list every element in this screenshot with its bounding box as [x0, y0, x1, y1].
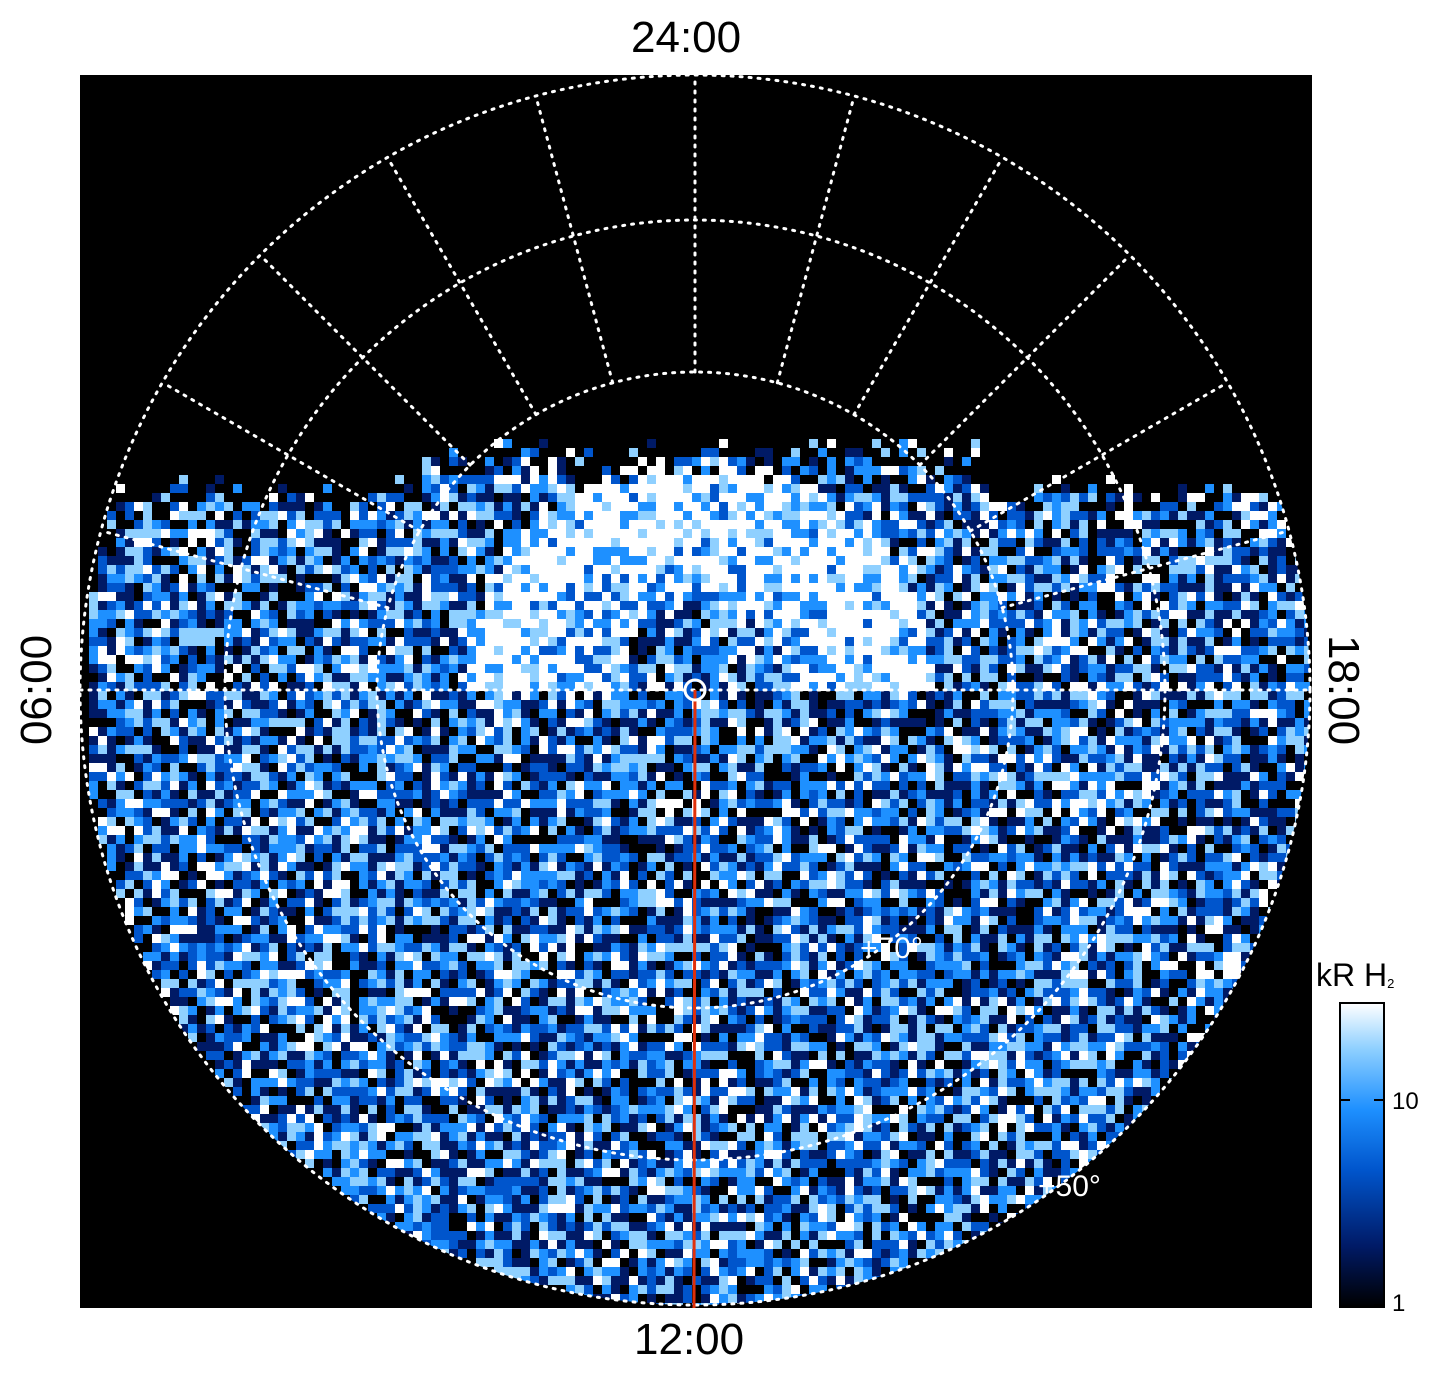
- colorbar-title: kR H2: [1316, 957, 1395, 993]
- noon-meridian-line: [692, 689, 697, 1309]
- label-local-time-top: 24:00: [631, 13, 742, 62]
- colorbar-tick-1: 1: [1392, 1290, 1406, 1317]
- colorbar-tick-10: 10: [1392, 1088, 1419, 1115]
- latitude-label-50: +50°: [1038, 1170, 1101, 1203]
- pole-marker: [683, 678, 707, 702]
- colorbar: [1339, 1002, 1385, 1308]
- colorbar-gradient: [1339, 1002, 1385, 1308]
- label-local-time-bottom: 12:00: [634, 1315, 745, 1364]
- latitude-label-70: +70°: [860, 932, 923, 965]
- auroral-emission: [89, 439, 1310, 1305]
